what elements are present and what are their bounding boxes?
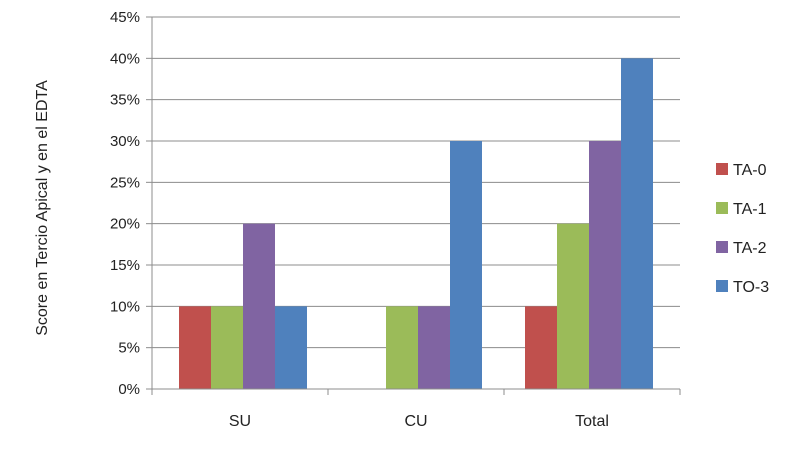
bar-ta-2-cu	[418, 306, 450, 389]
legend-swatch	[716, 163, 728, 175]
bar-ta-1-cu	[386, 306, 418, 389]
legend-label: TA-0	[733, 162, 767, 179]
bars	[179, 58, 653, 389]
legend: TA-0 TA-1 TA-2 TO-3	[716, 162, 769, 296]
y-tick-label: 25%	[110, 174, 140, 191]
y-tick-label: 30%	[110, 133, 140, 150]
legend-label: TA-2	[733, 240, 767, 257]
y-tick-label: 35%	[110, 92, 140, 109]
legend-swatch	[716, 280, 728, 292]
bar-ta-2-total	[589, 141, 621, 389]
y-tick-label: 20%	[110, 216, 140, 233]
y-tick-label: 10%	[110, 298, 140, 315]
bar-ta-1-su	[211, 306, 243, 389]
bar-ta-1-total	[557, 223, 589, 389]
legend-swatch	[716, 202, 728, 214]
y-axis-title: Score en Tercio Apical y en el EDTA	[34, 80, 51, 336]
x-tick-label: SU	[229, 413, 251, 430]
axes: 0% 5% 10% 15% 20% 25% 30% 35% 40% 45% SU CU Total	[110, 9, 681, 430]
legend-label: TO-3	[733, 279, 769, 296]
legend-label: TA-1	[733, 201, 767, 218]
bar-to-3-su	[275, 306, 307, 389]
legend-swatch	[716, 241, 728, 253]
bar-ta-0-total	[525, 306, 557, 389]
bar-ta-0-su	[179, 306, 211, 389]
y-tick-label: 5%	[118, 340, 140, 357]
y-tick-label: 45%	[110, 9, 140, 26]
x-tick-label: Total	[575, 413, 609, 430]
bar-ta-2-su	[243, 223, 275, 389]
y-tick-label: 0%	[118, 381, 140, 398]
y-tick-label: 40%	[110, 50, 140, 67]
bar-to-3-total	[621, 58, 653, 389]
bar-to-3-cu	[450, 141, 482, 389]
y-tick-label: 15%	[110, 257, 140, 274]
x-tick-label: CU	[404, 413, 427, 430]
